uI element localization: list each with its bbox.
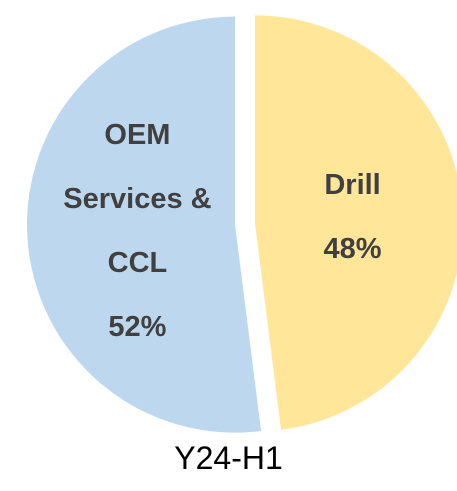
pie-slice [254,15,457,430]
category-label: Drill [324,169,381,202]
category-label: OEM Services & CCL [63,118,212,279]
chart-title: Y24-H1 [174,440,283,476]
pie-slice [27,16,262,433]
value-label: 48% [323,233,382,266]
pie-area [27,15,457,433]
value-label: 52% [108,310,167,343]
slice-label: Drill 48% [273,153,433,281]
slice-label: OEM Services & CCL 52% [57,103,217,359]
